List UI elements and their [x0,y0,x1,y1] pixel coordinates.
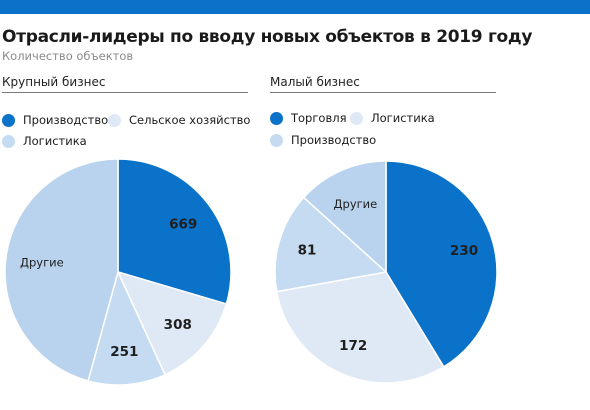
chart-title-large-business: Крупный бизнес [2,75,106,89]
legend-label: Сельское хозяйство [129,113,251,127]
pie-slice [87,269,166,386]
pie-slice-label: 669 [169,216,197,232]
legend-swatch-icon [108,113,121,127]
legend-swatch-icon [270,133,283,147]
legend-item-small-production: Производство [270,133,376,147]
pie-slice-label: 230 [450,243,478,259]
pie-slice-label: Другие [334,197,378,211]
pie-slice [275,271,445,384]
pie-slice [117,158,232,305]
pie-slice [4,158,119,382]
legend-item-small-logistics: Логистика [350,111,435,125]
pie-chart-large-business: 669 308 251 Другие [4,158,232,386]
top-accent-bar [0,0,590,14]
pie-slice [302,160,387,274]
legend-swatch-icon [2,134,15,148]
legend-item-large-logistics: Логистика [2,134,87,148]
page-subtitle: Количество объектов [2,49,134,63]
legend-item-small-trade: Торговля [270,111,346,125]
pie-slice-label: 172 [339,338,367,354]
pie-slice-label: 251 [110,344,138,360]
legend-item-large-production: Производство [2,113,108,127]
legend-swatch-icon [2,113,15,127]
legend-label: Логистика [23,134,87,148]
pie-chart-small-business: 230 172 81 Другие [274,160,498,384]
chart-title-small-business: Малый бизнес [270,75,360,89]
pie-slice [385,160,498,368]
legend-swatch-icon [270,111,283,125]
legend-label: Торговля [291,111,347,125]
legend-label: Производство [23,113,109,127]
section-divider-right [270,92,496,93]
legend-swatch-icon [350,111,363,125]
pie-slice-label: 81 [298,242,317,258]
legend-item-large-agriculture: Сельское хозяйство [108,113,250,127]
pie-slice-label: 308 [164,317,192,333]
pie-slice [274,196,388,293]
pie-slice-label: Другие [20,256,64,270]
page-title: Отрасли-лидеры по вводу новых объектов в… [2,27,533,47]
pie-slice [116,270,228,376]
section-divider-left [2,92,248,93]
legend-label: Логистика [371,111,435,125]
legend-label: Производство [291,133,377,147]
